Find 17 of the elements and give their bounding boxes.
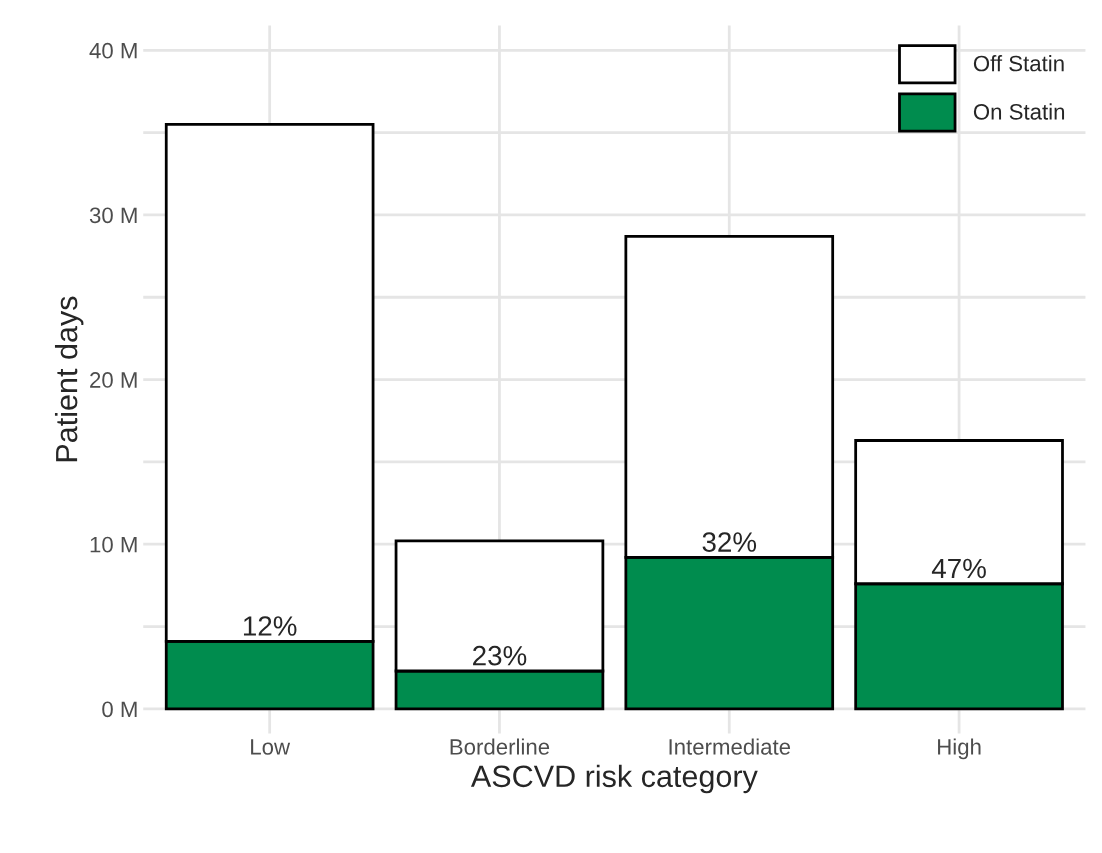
y-tick-label: 20 M: [90, 372, 137, 388]
legend-label: On Statin: [973, 103, 1065, 120]
x-tick-label: High: [938, 738, 981, 760]
x-tick-label: Low: [251, 739, 291, 755]
x-axis-title: ASCVD risk category: [470, 764, 758, 794]
y-tick-label: 30 M: [89, 207, 137, 224]
y-tick-label: 10 M: [90, 536, 137, 553]
y-tick-label: 0 M: [102, 701, 137, 718]
annotation: 23%: [473, 645, 527, 666]
legend-label: Off Statin: [973, 55, 1064, 72]
annotation: 47%: [931, 558, 986, 579]
y-tick-label: 40 M: [89, 42, 137, 59]
annotation: 12%: [243, 616, 297, 636]
x-tick-label: Borderline: [450, 738, 550, 755]
annotation: 32%: [702, 532, 757, 552]
y-axis-title: Patient days: [54, 296, 84, 462]
x-tick-label: Intermediate: [669, 738, 791, 755]
